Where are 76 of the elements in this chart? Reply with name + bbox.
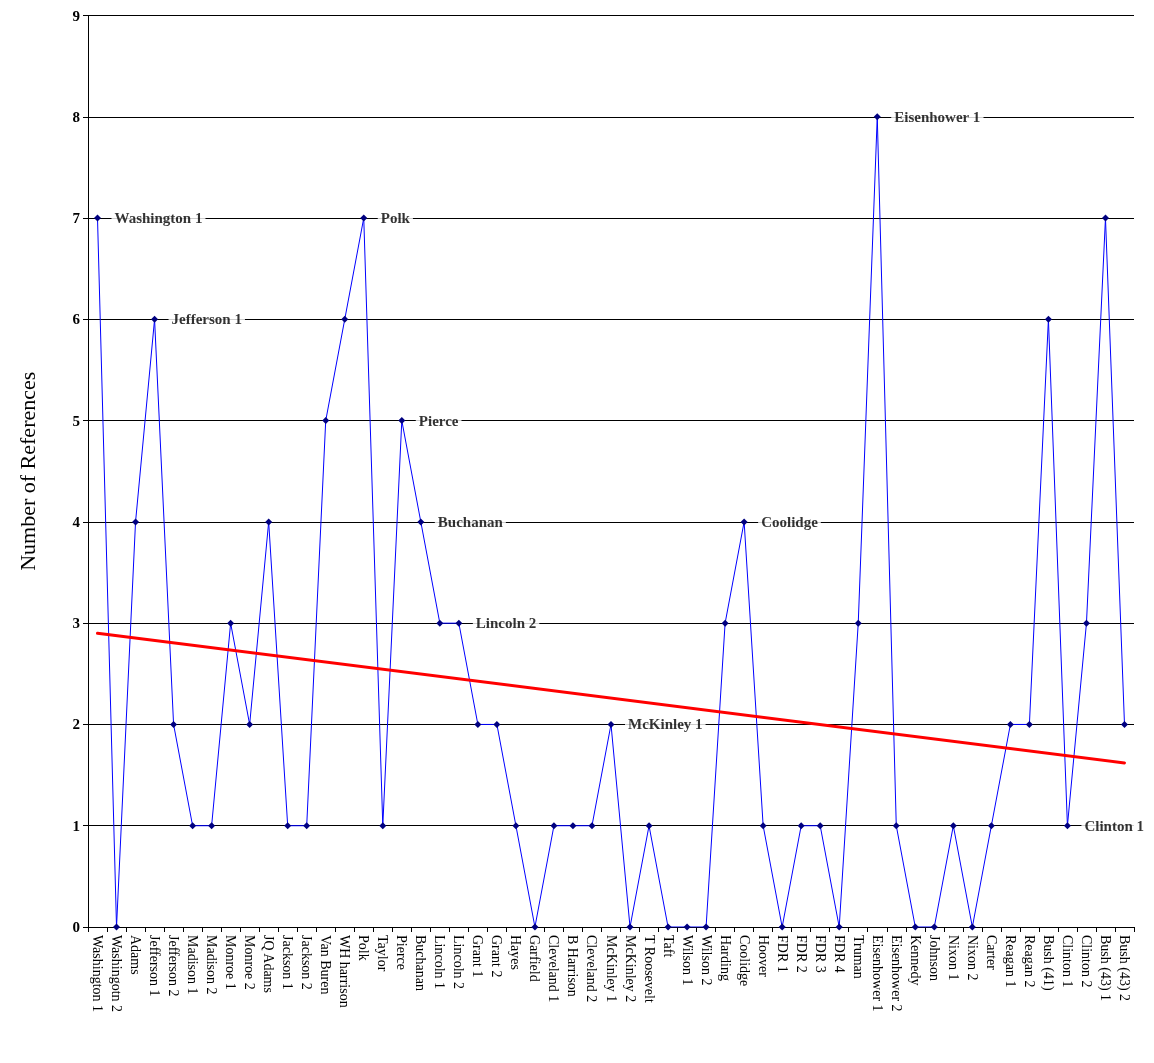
x-tick-label: Eisenhower 1 (869, 935, 885, 1012)
x-tick-label: Garfield (527, 935, 543, 982)
x-tick-label: Jackson 1 (280, 935, 296, 990)
x-tick-label: Jackson 2 (299, 935, 315, 990)
x-tick-label: T Roosevelt (641, 935, 657, 1003)
annotation: Jefferson 1 (171, 311, 242, 328)
y-tick-label: 3 (72, 615, 80, 632)
x-tick-label: FDR 2 (793, 935, 809, 973)
x-tick-label: Washington 1 (90, 935, 106, 1013)
x-tick-label: FDR 4 (831, 935, 847, 973)
annotation: Lincoln 2 (475, 615, 537, 632)
y-tick-label: 2 (72, 716, 80, 733)
x-tick-label: B Harrison (565, 935, 581, 997)
x-tick-label: WH harrison (337, 935, 353, 1008)
x-tick-label: Jefferson 1 (147, 935, 163, 997)
x-tick-label: Harding (717, 935, 733, 981)
x-tick-label: Monroe 2 (242, 935, 258, 990)
y-axis-title: Number of References (14, 371, 40, 571)
annotation: Polk (380, 210, 411, 227)
x-tick-label: Clinton 2 (1078, 935, 1094, 988)
x-tick-label: Nixon 1 (945, 935, 961, 981)
x-tick-label: Cleveland 2 (584, 935, 600, 1003)
annotation: Coolidge (761, 513, 819, 530)
x-tick-label: Lincoln 1 (432, 935, 448, 990)
x-tick-label: Hayes (508, 935, 524, 970)
x-tick-label: FDR 3 (812, 935, 828, 973)
x-tick-label: Bush (43) 2 (1115, 935, 1132, 1002)
annotation: Washington 1 (114, 210, 203, 227)
x-tick-label: Bush (41) (1039, 935, 1056, 991)
y-tick-label: 9 (72, 7, 80, 24)
x-tick-label: Reagan 1 (1002, 935, 1018, 988)
y-tick-label: 0 (72, 919, 80, 935)
x-tick-label: Madison 2 (204, 935, 220, 995)
x-tick-label: FDR 1 (774, 935, 790, 973)
x-tick-label: Monroe 1 (223, 935, 239, 990)
x-tick-label: Clinton 1 (1059, 935, 1075, 988)
x-tick-label: Pierce (394, 935, 410, 970)
x-tick-label: Johnson (926, 935, 942, 981)
x-tick-label: Wilson 1 (679, 935, 695, 986)
x-tick-label: Grant 1 (470, 935, 486, 978)
annotation: Eisenhower 1 (894, 108, 981, 125)
annotation: Clinton 1 (1084, 817, 1145, 834)
y-tick-label: 5 (72, 412, 80, 429)
x-tick-label: JQ Adams (261, 935, 277, 993)
annotation: Pierce (418, 412, 459, 429)
y-tick-label: 7 (72, 210, 81, 227)
x-tick-label: Grant 2 (489, 935, 505, 978)
x-tick-label: Reagan 2 (1021, 935, 1037, 988)
x-tick-label: Polk (356, 935, 372, 961)
x-tick-label: Taft (660, 935, 676, 958)
x-tick-label: Adams (128, 935, 144, 975)
y-tick-label: 6 (72, 311, 81, 328)
x-tick-label: Wilson 2 (698, 935, 714, 986)
x-tick-label: McKinley 1 (603, 935, 619, 1003)
annotation: McKinley 1 (628, 716, 703, 733)
y-tick-label: 4 (72, 513, 81, 530)
x-tick-label: Kennedy (907, 935, 923, 986)
x-tick-label: Cleveland 1 (546, 935, 562, 1003)
x-tick-label: Buchanan (413, 935, 429, 991)
y-tick-label: 1 (72, 817, 80, 834)
x-tick-label: Washingotn 2 (109, 935, 125, 1013)
x-tick-label: Jefferson 2 (166, 935, 182, 997)
x-tick-label: Madison 1 (185, 935, 201, 995)
x-tick-label: McKinley 2 (622, 935, 638, 1003)
x-tick-label: Van Buren (318, 935, 334, 995)
x-tick-label: Hoover (755, 935, 771, 978)
x-tick-label: Truman (850, 935, 866, 979)
x-tick-label: Lincoln 2 (451, 935, 467, 990)
x-tick-label: Nixon 2 (964, 935, 980, 981)
x-tick-label: Carter (983, 935, 999, 971)
x-tick-label: Eisenhower 2 (888, 935, 904, 1012)
y-tick-label: 8 (72, 108, 80, 125)
annotation: Buchanan (437, 513, 504, 530)
x-tick-label: Taylor (375, 935, 391, 972)
x-tick-label: Coolidge (736, 935, 752, 987)
x-tick-label: Bush (43) 1 (1096, 935, 1113, 1002)
